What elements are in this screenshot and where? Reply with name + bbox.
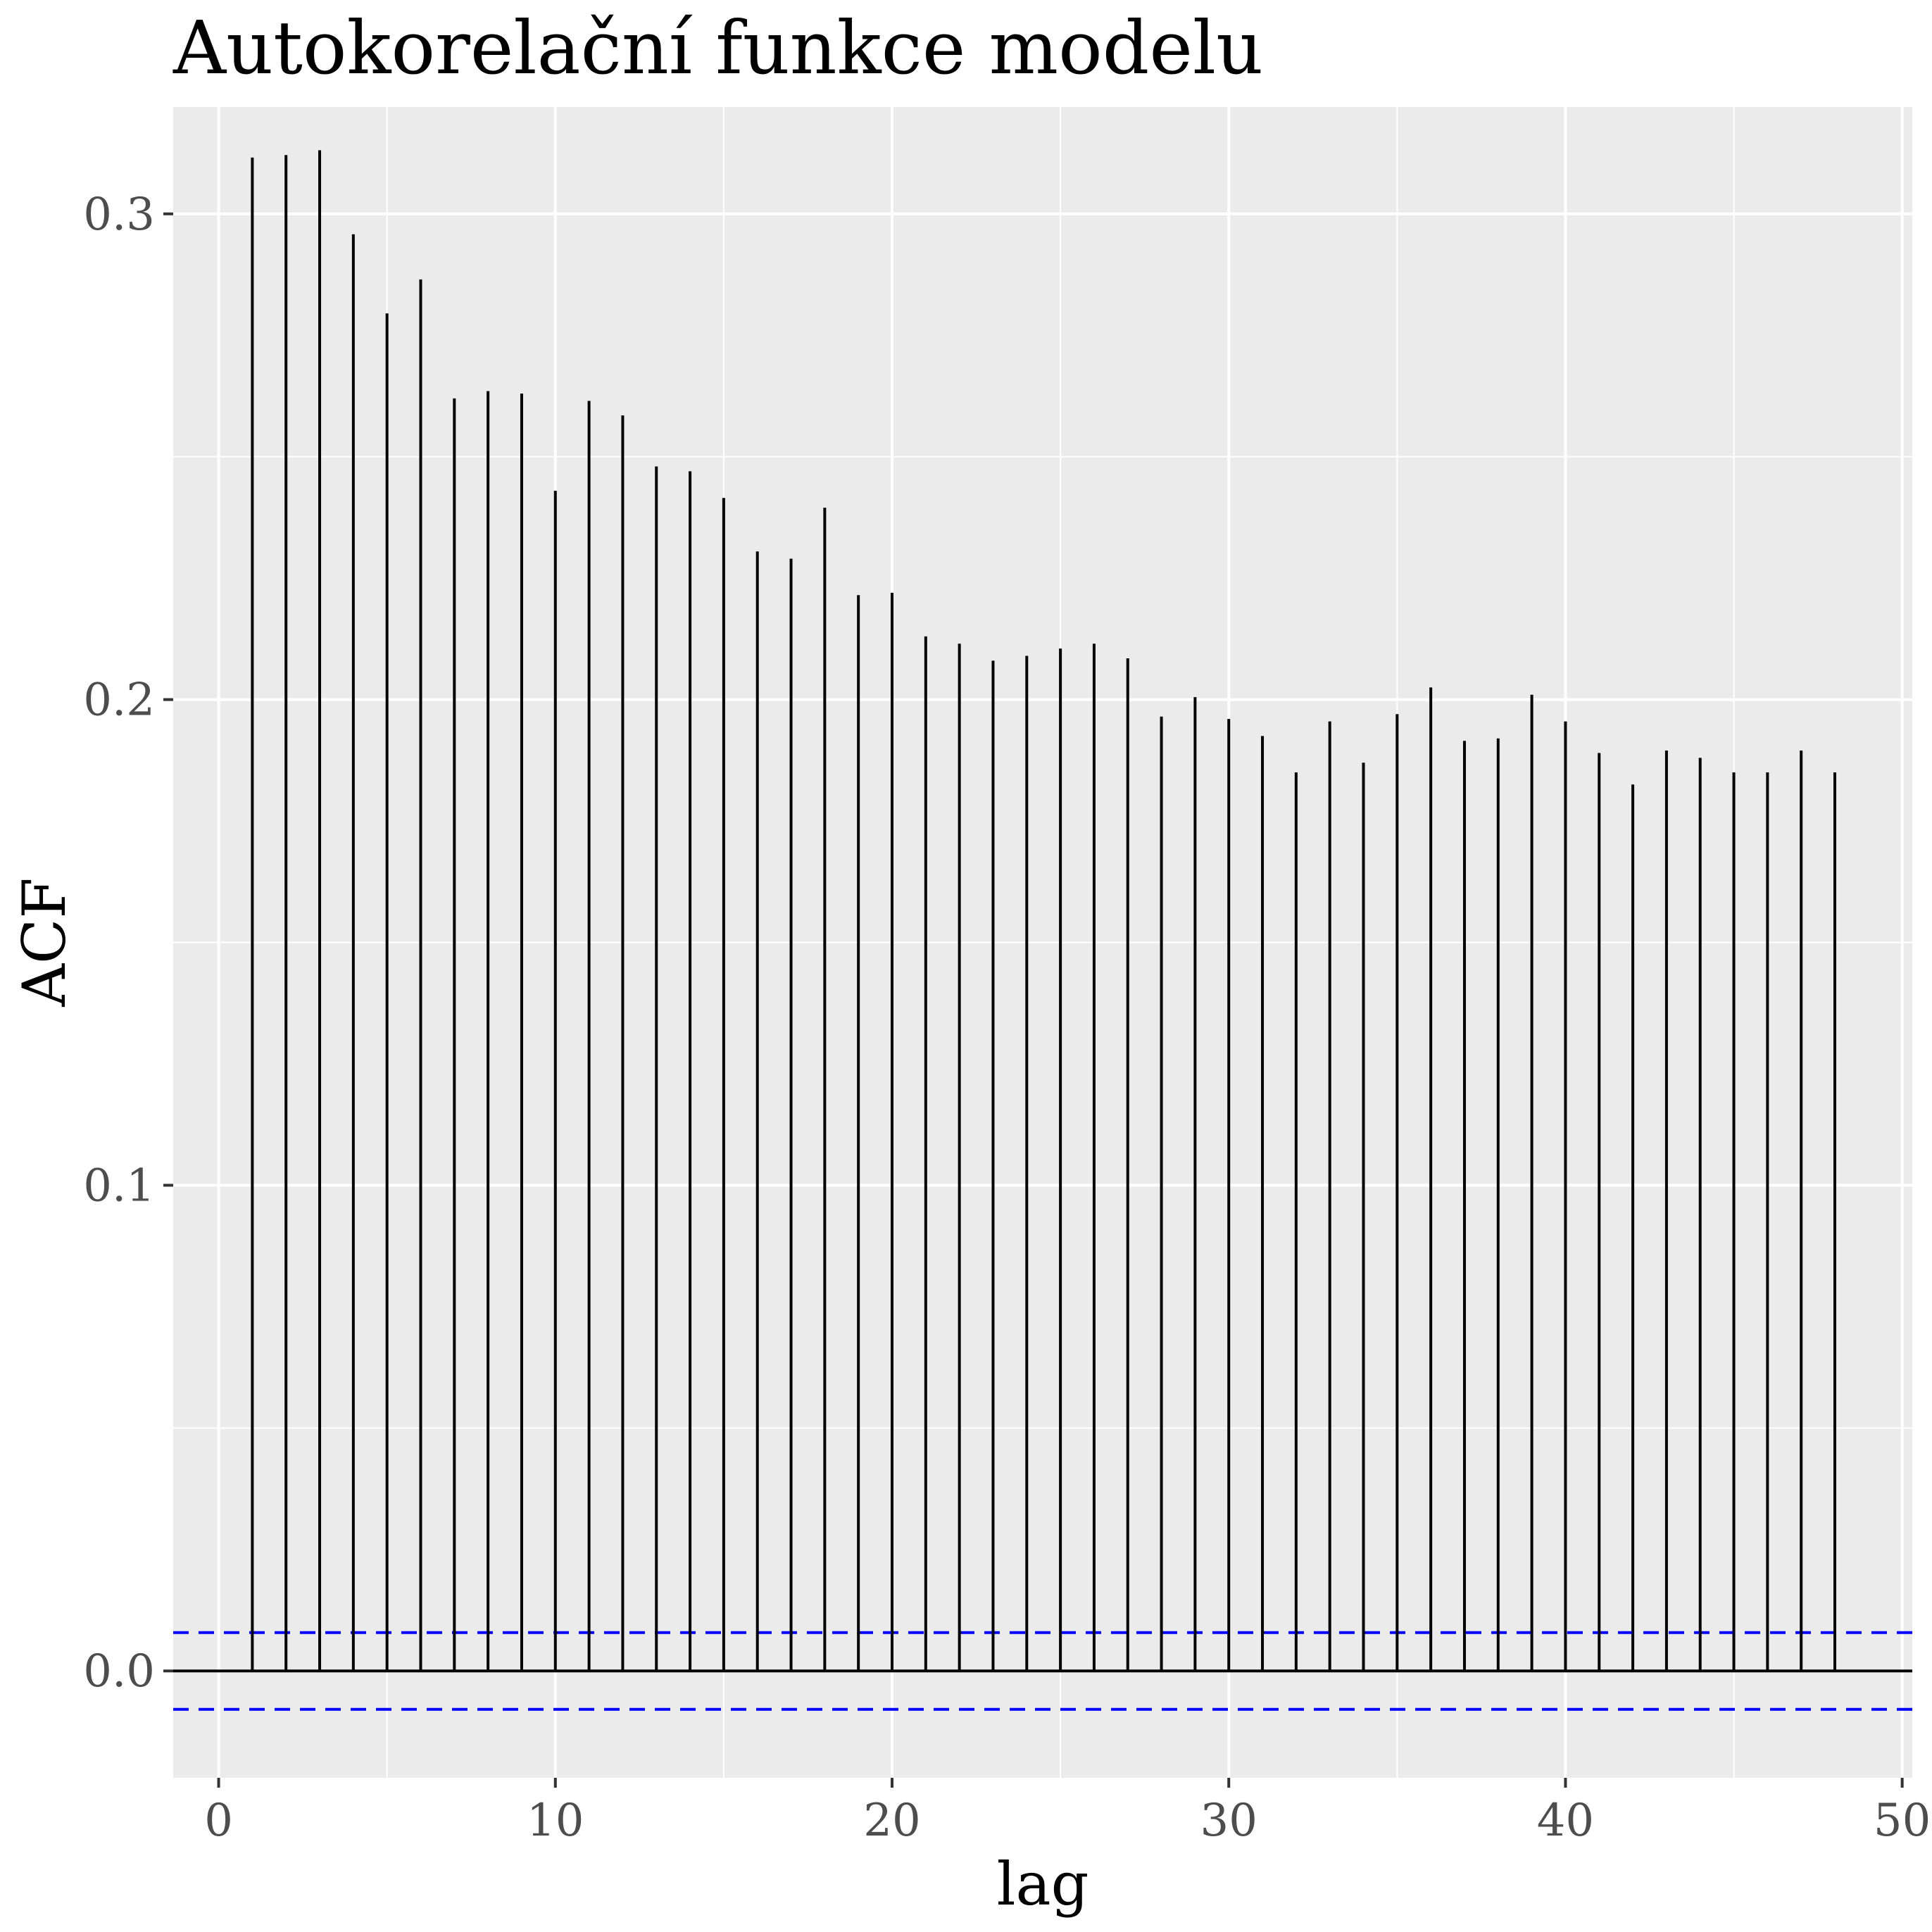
y-tick-labels: 0.0 0.1 0.2 0.3 xyxy=(83,189,155,1698)
x-tick-label: 40 xyxy=(1537,1795,1594,1847)
chart-title: Autokorelační funkce modelu xyxy=(172,5,1263,91)
confidence-band xyxy=(173,1631,1912,1711)
x-tick-label: 30 xyxy=(1200,1795,1257,1847)
y-tick-label: 0.1 xyxy=(83,1160,155,1212)
x-tick-label: 0 xyxy=(204,1795,233,1847)
y-tick-label: 0.3 xyxy=(83,189,155,241)
y-tick-label: 0.2 xyxy=(83,675,155,727)
y-axis-title: ACF xyxy=(10,877,79,1007)
x-tick-label: 20 xyxy=(863,1795,920,1847)
acf-bars xyxy=(173,150,1912,1673)
x-tick-labels: 0 10 20 30 40 50 xyxy=(204,1795,1931,1847)
y-tick-label: 0.0 xyxy=(83,1645,155,1698)
x-axis-title: lag xyxy=(997,1850,1089,1919)
axis-ticks xyxy=(163,212,1904,1788)
x-tick-label: 50 xyxy=(1874,1795,1931,1847)
x-tick-label: 10 xyxy=(527,1795,584,1847)
